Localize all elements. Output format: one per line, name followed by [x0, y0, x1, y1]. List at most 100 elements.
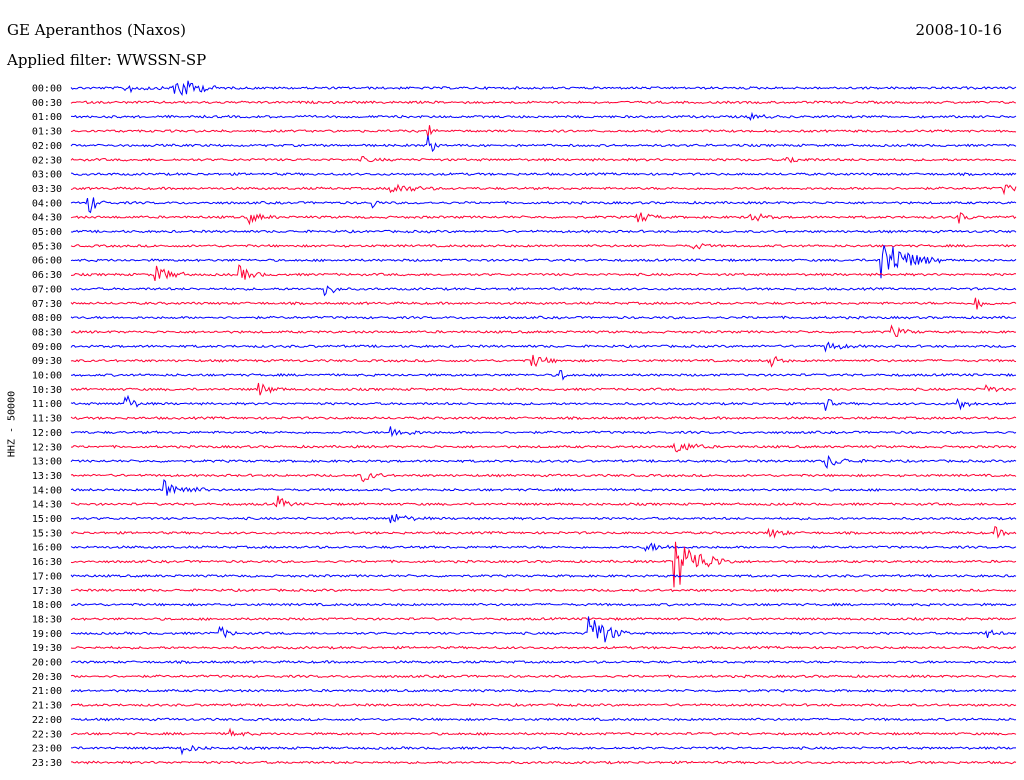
- time-label: 13:00: [32, 457, 62, 468]
- time-label: 08:00: [32, 313, 62, 324]
- trace-1900: [70, 616, 1017, 643]
- trace-1100: [70, 394, 1017, 411]
- time-label: 04:00: [32, 198, 62, 209]
- trace-1700: [70, 573, 1017, 578]
- time-label: 14:00: [32, 485, 62, 496]
- time-label: 21:00: [32, 686, 62, 697]
- trace-1600: [70, 542, 1017, 553]
- trace-1000: [70, 369, 1017, 381]
- time-label: 21:30: [32, 701, 62, 712]
- trace-1430: [70, 495, 1017, 508]
- trace-2330: [71, 760, 1017, 765]
- time-label: 11:00: [32, 399, 62, 410]
- time-label: 10:00: [32, 371, 62, 382]
- trace-0200: [70, 135, 1017, 153]
- trace-0930: [70, 354, 1017, 368]
- trace-1730: [71, 588, 1017, 593]
- time-label: 09:00: [32, 342, 62, 353]
- time-label: 04:30: [32, 213, 62, 224]
- time-label: 22:00: [32, 715, 62, 726]
- trace-0230: [70, 155, 1017, 164]
- trace-1630: [70, 541, 1017, 588]
- time-label: 05:00: [32, 227, 62, 238]
- time-label: 17:00: [32, 571, 62, 582]
- trace-0630: [71, 264, 1017, 282]
- trace-0400: [70, 197, 1017, 214]
- trace-1230: [71, 442, 1017, 453]
- time-label: 08:30: [32, 327, 62, 338]
- time-label: 05:30: [32, 241, 62, 252]
- time-label: 01:30: [32, 127, 62, 138]
- time-label: 03:00: [32, 170, 62, 181]
- time-label: 23:00: [32, 744, 62, 755]
- time-label: 18:00: [32, 600, 62, 611]
- trace-0730: [70, 297, 1017, 310]
- trace-1830: [70, 616, 1017, 621]
- trace-2300: [71, 744, 1016, 756]
- time-label: 19:30: [32, 643, 62, 654]
- time-label: 06:00: [32, 256, 62, 267]
- trace-1200: [70, 426, 1017, 438]
- trace-2100: [70, 688, 1017, 693]
- trace-0900: [70, 341, 1017, 353]
- trace-0530: [70, 243, 1017, 250]
- time-label: 22:30: [32, 729, 62, 740]
- trace-2030: [70, 674, 1017, 679]
- trace-1800: [70, 602, 1017, 607]
- trace-0030: [70, 100, 1017, 105]
- time-label: 23:30: [32, 758, 62, 769]
- time-label: 16:00: [32, 543, 62, 554]
- time-label: 15:00: [32, 514, 62, 525]
- trace-1500: [70, 513, 1017, 524]
- time-label: 02:30: [32, 155, 62, 166]
- time-label: 18:30: [32, 614, 62, 625]
- trace-1530: [70, 525, 1017, 539]
- time-label: 01:00: [32, 112, 62, 123]
- trace-2200: [70, 717, 1017, 722]
- trace-0330: [70, 183, 1017, 196]
- trace-0800: [70, 315, 1017, 320]
- trace-2130: [70, 702, 1017, 707]
- trace-1300: [70, 454, 1017, 469]
- time-label: 00:30: [32, 98, 62, 109]
- trace-0600: [70, 245, 1017, 279]
- trace-0500: [70, 229, 1017, 234]
- time-label: 17:30: [32, 586, 62, 597]
- trace-0430: [70, 212, 1017, 226]
- time-label: 10:30: [32, 385, 62, 396]
- time-label: 12:30: [32, 442, 62, 453]
- station-title: GE Aperanthos (Naxos): [7, 21, 186, 39]
- time-label: 06:30: [32, 270, 62, 281]
- time-label: 14:30: [32, 500, 62, 511]
- trace-1130: [70, 416, 1017, 421]
- time-label: 00:00: [32, 84, 62, 95]
- time-label: 11:30: [32, 414, 62, 425]
- trace-0130: [70, 125, 1017, 138]
- date-label: 2008-10-16: [915, 21, 1002, 39]
- trace-1330: [70, 472, 1017, 483]
- time-label: 19:00: [32, 629, 62, 640]
- trace-0000: [70, 80, 1017, 97]
- trace-0700: [70, 285, 1017, 297]
- time-label: 16:30: [32, 557, 62, 568]
- time-label: 09:30: [32, 356, 62, 367]
- trace-0830: [70, 324, 1017, 338]
- time-label: 03:30: [32, 184, 62, 195]
- trace-1030: [70, 382, 1017, 396]
- trace-0100: [71, 111, 1017, 121]
- time-label: 20:00: [32, 658, 62, 669]
- trace-1930: [70, 645, 1017, 650]
- filter-label: Applied filter: WWSSN-SP: [7, 51, 207, 69]
- trace-0300: [70, 172, 1017, 177]
- trace-2230: [70, 727, 1017, 737]
- time-label: 07:00: [32, 284, 62, 295]
- time-label: 13:30: [32, 471, 62, 482]
- time-label: 07:30: [32, 299, 62, 310]
- time-label: 20:30: [32, 672, 62, 683]
- time-label: 12:00: [32, 428, 62, 439]
- time-label: 15:30: [32, 528, 62, 539]
- trace-1400: [70, 478, 1017, 496]
- trace-2000: [70, 660, 1017, 665]
- time-label: 02:00: [32, 141, 62, 152]
